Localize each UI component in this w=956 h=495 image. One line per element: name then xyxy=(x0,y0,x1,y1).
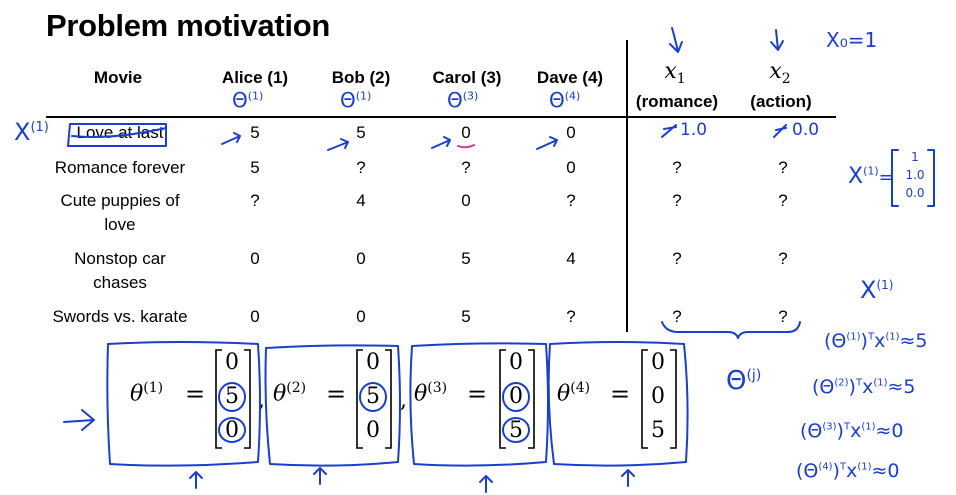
movie-name: Romance forever xyxy=(54,158,186,177)
rating-cell: 0 xyxy=(566,158,576,177)
feature-cell: ? xyxy=(778,158,788,177)
feature-cell: ? xyxy=(778,191,788,210)
theta-2-value: 0 xyxy=(366,350,380,375)
theta-4-label: θ(4) xyxy=(557,380,591,407)
rating-cell: 0 xyxy=(566,123,576,142)
rating-cell: ? xyxy=(566,191,576,210)
header-carol: Carol (3) xyxy=(432,68,502,87)
feature-cell: ? xyxy=(672,249,682,268)
theta-3-equals: = xyxy=(467,380,488,408)
rating-cell: ? xyxy=(461,158,471,177)
header-alice: Alice (1) xyxy=(221,68,289,87)
feature-cell: ? xyxy=(778,249,788,268)
theta-2-comma: , xyxy=(400,388,407,413)
rating-cell: 5 xyxy=(461,307,471,326)
rating-cell: 5 xyxy=(461,249,471,268)
theta-j-label: Θ(j) xyxy=(726,366,762,396)
theta-1-label: θ(1) xyxy=(130,380,164,407)
theta-3-value: 5 xyxy=(509,418,523,443)
movie-name: Cute puppies of xyxy=(60,191,180,210)
theta-4-value: 0 xyxy=(651,350,665,375)
theta-4-value: 0 xyxy=(651,384,665,409)
theta-4-value: 5 xyxy=(651,418,665,443)
theta-4-equals: = xyxy=(610,380,631,408)
feature-cell: ? xyxy=(672,307,682,326)
feature-divider xyxy=(626,40,628,332)
product-annotation: (Θ(1))Tx(1)≈5 xyxy=(824,330,928,352)
theta-3-label: θ(3) xyxy=(414,380,448,407)
theta-2-value: 0 xyxy=(366,418,380,443)
feature-cell: ? xyxy=(672,158,682,177)
header-x2: x2 xyxy=(769,59,791,87)
theta-header-2: Θ(1) xyxy=(340,88,372,112)
movie-name-line2: chases xyxy=(93,273,147,292)
header-dave: Dave (4) xyxy=(536,68,604,87)
header-movie: Movie xyxy=(93,68,143,87)
rating-cell: 0 xyxy=(461,123,471,142)
rating-cell: 0 xyxy=(461,191,471,210)
product-annotation: (Θ(2))Tx(1)≈5 xyxy=(812,376,916,398)
x-i-left: X(1) xyxy=(14,118,49,146)
rating-cell: 0 xyxy=(250,307,260,326)
header-bob: Bob (2) xyxy=(331,68,391,87)
rating-cell: ? xyxy=(356,158,366,177)
theta-1-value: 0 xyxy=(225,350,239,375)
x1-vector-value: 0.0 xyxy=(905,186,925,200)
product-annotation: (Θ(3))Tx(1)≈0 xyxy=(800,420,904,442)
rating-cell: 0 xyxy=(250,249,260,268)
feature-cell: ? xyxy=(778,307,788,326)
rating-cell: 4 xyxy=(356,191,366,210)
theta-1-value: 5 xyxy=(225,384,239,409)
slide-title: Problem motivation xyxy=(46,8,330,43)
theta-header-3: Θ(3) xyxy=(447,88,479,112)
movie-name: Swords vs. karate xyxy=(52,307,188,326)
header-x2-label: (action) xyxy=(750,92,812,111)
movie-name: Nonstop car xyxy=(74,249,166,268)
rating-cell: 5 xyxy=(250,158,260,177)
feature-cell: ? xyxy=(672,191,682,210)
x1-right-label: X(1) xyxy=(860,276,894,304)
theta-2-label: θ(2) xyxy=(273,380,307,407)
rating-cell: 5 xyxy=(250,123,260,142)
x1-vector-value: 1 xyxy=(911,150,919,164)
theta-2-equals: = xyxy=(326,380,347,408)
theta-1-value: 0 xyxy=(225,418,239,443)
rating-cell: ? xyxy=(566,307,576,326)
theta-3-value: 0 xyxy=(509,350,523,375)
movie-name-line2: love xyxy=(104,215,136,234)
product-annotation: (Θ(4))Tx(1)≈0 xyxy=(796,460,900,482)
theta-3-value: 0 xyxy=(509,384,523,409)
x0-equals-one: X₀=1 xyxy=(826,28,878,52)
header-x1-label: (romance) xyxy=(635,92,719,111)
x2-overwrite: 0.0 xyxy=(792,120,820,140)
rating-cell: 0 xyxy=(356,249,366,268)
rating-cell: 4 xyxy=(566,249,576,268)
rating-cell: 5 xyxy=(356,123,366,142)
theta-header-4: Θ(4) xyxy=(549,88,581,112)
x1-overwrite: 1.0 xyxy=(680,120,708,140)
x1-vector-value: 1.0 xyxy=(905,168,925,182)
theta-1-equals: = xyxy=(185,380,206,408)
rating-cell: ? xyxy=(250,191,260,210)
theta-1-comma: , xyxy=(258,388,265,413)
theta-2-value: 5 xyxy=(366,384,380,409)
header-divider xyxy=(46,116,836,118)
rating-cell: 0 xyxy=(356,307,366,326)
x1-vector-label: X(1)= xyxy=(848,164,894,189)
theta-header-1: Θ(1) xyxy=(232,88,264,112)
header-x1: x1 xyxy=(664,59,686,87)
